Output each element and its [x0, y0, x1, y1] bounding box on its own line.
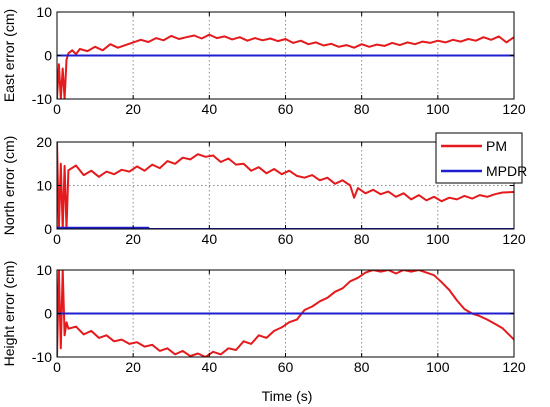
- y-axis-label: North error (cm): [1, 136, 17, 236]
- y-tick-label-1: 10: [36, 178, 52, 194]
- x-tick-label-3: 60: [278, 359, 294, 375]
- x-tick-label-4: 80: [354, 101, 370, 117]
- series-group: [57, 33, 514, 99]
- legend-label-pm: PM: [486, 138, 507, 154]
- x-tick-label-0: 0: [53, 101, 61, 117]
- series-group: [57, 270, 514, 357]
- x-tick-label-6: 120: [502, 231, 526, 247]
- x-tick-label-6: 120: [502, 101, 526, 117]
- y-tick-label-0: 20: [36, 134, 52, 150]
- series-pm: [57, 142, 514, 229]
- y-tick-label-2: -10: [32, 349, 52, 365]
- x-tick-label-2: 40: [202, 101, 218, 117]
- x-tick-label-1: 20: [125, 101, 141, 117]
- x-axis-label: Time (s): [262, 388, 313, 404]
- y-axis-label: East error (cm): [1, 9, 17, 102]
- x-tick-label-5: 100: [426, 231, 450, 247]
- y-tick-label-2: 0: [44, 221, 52, 237]
- y-tick-label-1: 0: [44, 306, 52, 322]
- series-mpdr: [57, 226, 514, 229]
- x-tick-label-0: 0: [53, 359, 61, 375]
- x-tick-label-4: 80: [354, 359, 370, 375]
- legend-label-mpdr: MPDR: [486, 163, 527, 179]
- y-tick-label-0: 10: [36, 262, 52, 278]
- x-tick-label-3: 60: [278, 231, 294, 247]
- series-pm: [57, 33, 514, 99]
- x-tick-label-5: 100: [426, 359, 450, 375]
- y-tick-label-1: 0: [44, 48, 52, 64]
- x-tick-label-0: 0: [53, 231, 61, 247]
- y-axis-label: Height error (cm): [1, 261, 17, 367]
- series-pm: [57, 270, 514, 357]
- legend: PM MPDR: [435, 132, 527, 184]
- series-group: [57, 142, 514, 229]
- x-tick-label-2: 40: [202, 231, 218, 247]
- legend-box: [435, 132, 523, 184]
- x-tick-label-6: 120: [502, 359, 526, 375]
- x-tick-label-1: 20: [125, 359, 141, 375]
- y-tick-label-2: -10: [32, 91, 52, 107]
- x-tick-label-5: 100: [426, 101, 450, 117]
- x-tick-label-1: 20: [125, 231, 141, 247]
- x-tick-label-2: 40: [202, 359, 218, 375]
- y-tick-label-0: 10: [36, 4, 52, 20]
- x-tick-label-3: 60: [278, 101, 294, 117]
- x-tick-label-4: 80: [354, 231, 370, 247]
